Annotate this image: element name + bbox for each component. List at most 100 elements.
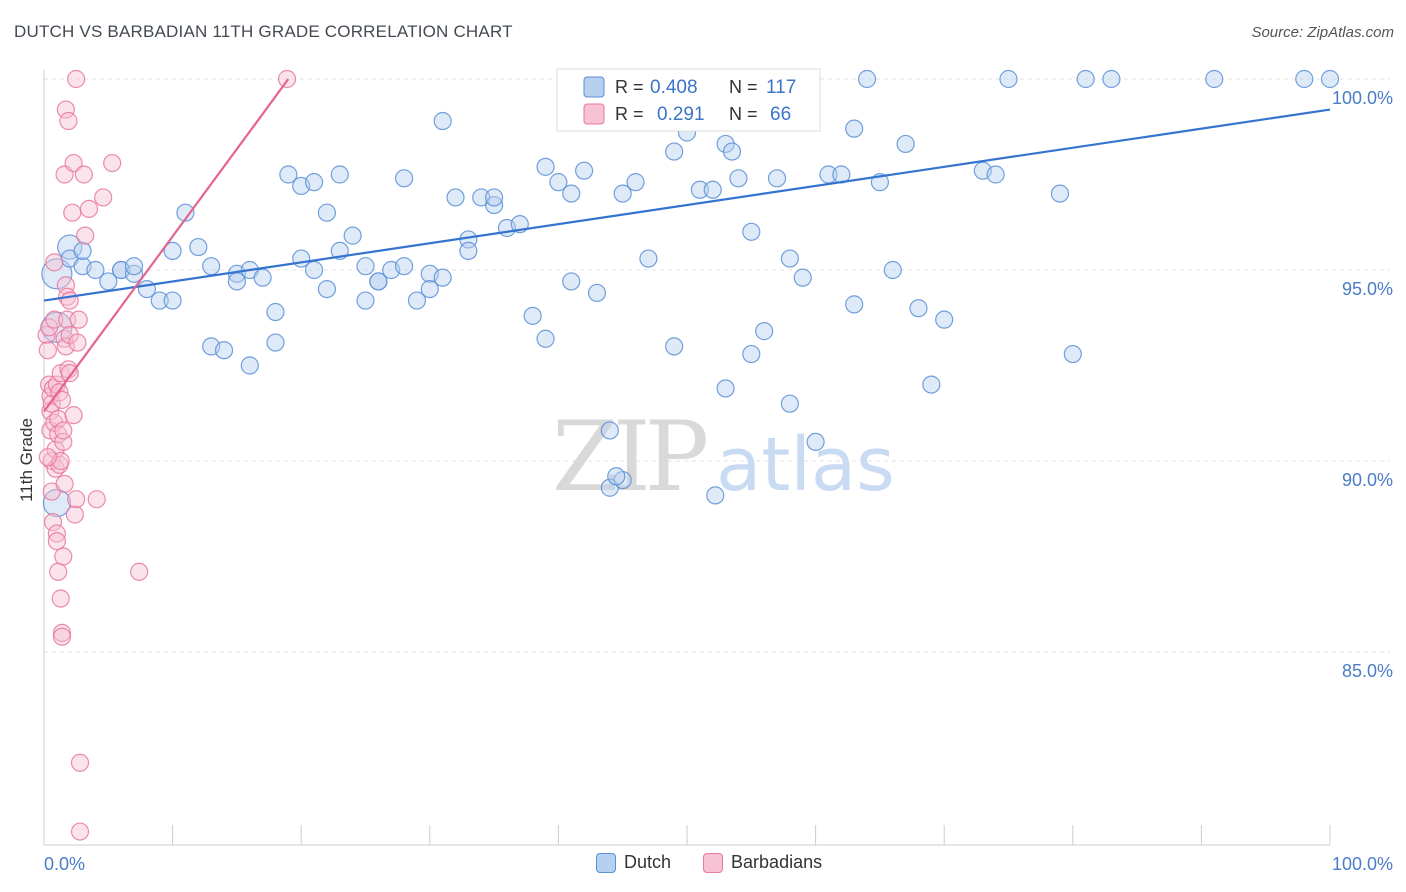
dutch-point [780, 394, 799, 413]
barbadian-point [43, 513, 63, 532]
dutch-point [780, 249, 799, 268]
watermark-zip: ZIP [552, 401, 707, 513]
x-tick-label-max: 100.0% [1332, 854, 1393, 874]
dutch-point [626, 173, 645, 192]
dutch-point [86, 260, 105, 280]
dutch-point [485, 195, 504, 215]
dutch-point [317, 280, 337, 299]
dutch-point [163, 241, 182, 260]
legend-item-barbadians: Barbadians [703, 852, 822, 873]
stats-swatch-dutch [583, 76, 605, 98]
dutch-point [304, 260, 324, 280]
dutch-point [665, 142, 684, 161]
dutch-point [806, 432, 825, 451]
dutch-point [356, 257, 375, 276]
legend-swatch-barbadians [703, 852, 724, 873]
barbadian-point [130, 562, 149, 581]
dutch-point [845, 295, 864, 314]
dutch-point [485, 188, 504, 207]
dutch-point [600, 421, 619, 440]
dutch-point [330, 165, 349, 184]
dutch-point [922, 375, 941, 394]
barbadian-point [63, 203, 82, 222]
barbadian-point [59, 111, 78, 131]
barbadian-point [67, 69, 86, 89]
legend-label-dutch: Dutch [624, 852, 672, 872]
stats-swatch-barbadians [583, 103, 605, 125]
barbadian-point [45, 310, 64, 329]
dutch-point [124, 257, 144, 276]
dutch-point [1102, 69, 1121, 89]
stats-r-dutch: 0.408 [650, 77, 698, 98]
dutch-point [690, 180, 709, 199]
dutch-point [722, 142, 742, 161]
dutch-point [587, 283, 607, 303]
barbadian-point [45, 253, 64, 272]
barbadian-point [74, 165, 93, 184]
barbadian-point [56, 100, 75, 119]
dutch-point [549, 173, 568, 192]
barbadian-point [49, 409, 68, 429]
dutch-point [202, 257, 221, 276]
barbadian-point [60, 325, 79, 345]
dutch-point [150, 291, 169, 310]
dutch-point [613, 184, 632, 203]
dutch-point [935, 310, 954, 329]
barbadian-point [87, 490, 106, 509]
dutch-point [755, 322, 774, 341]
dutch-point [1063, 344, 1082, 364]
dutch-point [394, 257, 414, 276]
barbadian-point [94, 188, 113, 207]
dutch-point [999, 69, 1018, 89]
dutch-point [253, 268, 272, 287]
chart-title: DUTCH VS BARBADIAN 11TH GRADE CORRELATIO… [14, 22, 513, 41]
stats-r-label-barbadians: R = [615, 104, 644, 124]
dutch-point [607, 467, 626, 486]
x-tick-label-min: 0.0% [44, 854, 85, 874]
dutch-point [1050, 184, 1070, 203]
dutch-point [1076, 69, 1095, 89]
dutch-point [317, 203, 337, 222]
y-tick-label: 100.0% [1332, 88, 1393, 108]
dutch-point [446, 188, 465, 207]
y-axis-label: 11th Grade [17, 418, 36, 502]
dutch-point [407, 291, 427, 310]
barbadian-point [68, 333, 87, 352]
dutch-point [909, 299, 928, 318]
dutch-point [41, 258, 73, 290]
dutch-point [703, 180, 722, 199]
barbadian-point [52, 623, 72, 643]
stats-r-label-dutch: R = [615, 77, 644, 97]
barbadian-point [47, 532, 66, 551]
dutch-point [124, 264, 144, 283]
y-tick-labels: 85.0% 90.0% 95.0% 100.0% [1332, 88, 1393, 681]
dutch-point [706, 486, 725, 505]
dutch-point [857, 69, 877, 89]
barbadian-point [103, 153, 122, 173]
stats-n-dutch: 117 [766, 77, 796, 98]
dutch-point [716, 379, 735, 398]
barbadian-point [51, 589, 70, 608]
barbadian-point [69, 310, 88, 329]
barbadian-point [65, 505, 84, 524]
x-tick-labels: 0.0% 100.0% [44, 854, 1393, 874]
dutch-point [639, 249, 658, 268]
stats-r-barbadians: 0.291 [657, 104, 705, 125]
barbadian-point [67, 490, 86, 509]
barbadian-point [70, 822, 90, 841]
dutch-point [176, 203, 195, 222]
barbadian-points [37, 69, 297, 841]
trend-lines [43, 78, 1331, 412]
dutch-point [896, 134, 915, 154]
bottom-legend: Dutch Barbadians [596, 852, 844, 873]
dutch-point [562, 184, 581, 203]
stats-n-label-barbadians: N = [729, 104, 758, 124]
y-tick-label: 95.0% [1342, 279, 1393, 299]
legend-swatch-dutch [596, 852, 616, 873]
barbadian-point [60, 291, 79, 310]
dutch-point [793, 268, 812, 287]
dutch-point [189, 237, 208, 257]
dutch-point [266, 333, 285, 352]
dutch-point [883, 260, 902, 280]
